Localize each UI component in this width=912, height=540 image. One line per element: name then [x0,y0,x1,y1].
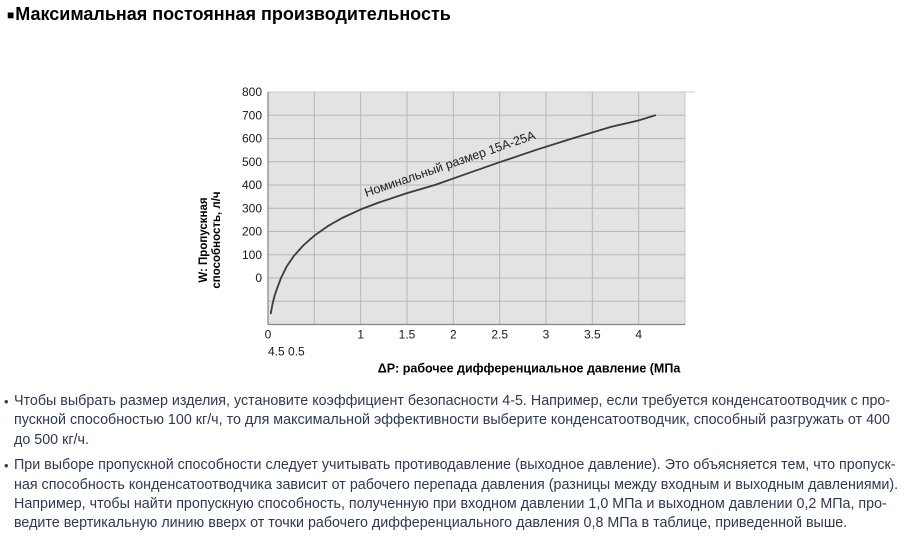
page-title: ■Максимальная постоянная производительно… [7,4,451,25]
note-backpressure: • При выборе пропускной способности след… [4,456,910,534]
y-tick-label: 0 [255,271,262,285]
x-tick-label: 1.5 [399,328,416,342]
y-tick-label: 300 [242,201,262,215]
x-tick-label: 1 [357,328,364,342]
x-tick-label: 0 [265,328,272,342]
bullet-icon: • [4,458,9,474]
y-tick-label: 100 [242,248,262,262]
x-tick-label: 2 [450,328,457,342]
y-axis-title-line: способность, л/ч [211,191,223,288]
y-axis-title: W: Пропускнаяспособность, л/ч [198,191,223,288]
capacity-curve [269,114,657,315]
x-tick-label: 3.5 [584,328,601,342]
y-tick-label: 700 [242,108,262,122]
note-sizing-text: Чтобы выбрать размер изделия, установите… [14,393,891,448]
bullet-icon: • [4,394,9,409]
y-axis-title-line: W: Пропускная [198,197,210,282]
y-tick-label: 500 [242,155,262,169]
y-tick-label: 600 [242,132,262,146]
x-tick-label: 3 [543,328,550,342]
y-tick-label: 400 [242,178,262,192]
capacity-chart: 0 1 1.5 2 2.5 3 3.5 4 4.5 0.5 0 100 200 300 400 500 600… [198,85,695,376]
x-tick-label: 2.5 [491,328,508,342]
y-tick-label: 200 [242,225,262,239]
capacity-chart-figure: 0 1 1.5 2 2.5 3 3.5 4 4.5 0.5 0 100 200 300 400 500 600… [185,78,715,388]
page-title-text: Максимальная постоянная производительнос… [15,4,451,24]
note-sizing: • Чтобы выбрать размер изделия, установи… [4,392,910,450]
note-backpressure-text: При выборе пропускной способности следуе… [14,457,899,532]
x-tick-label: 4 [635,328,642,342]
x-axis-title: ΔP: рабочее дифференциальное давление (М… [378,362,682,376]
y-tick-label: 800 [242,85,262,99]
notes-section: • Чтобы выбрать размер изделия, установи… [4,392,910,540]
stray-tick-label: 4.5 0.5 [268,345,305,359]
square-bullet-icon: ■ [7,8,15,22]
